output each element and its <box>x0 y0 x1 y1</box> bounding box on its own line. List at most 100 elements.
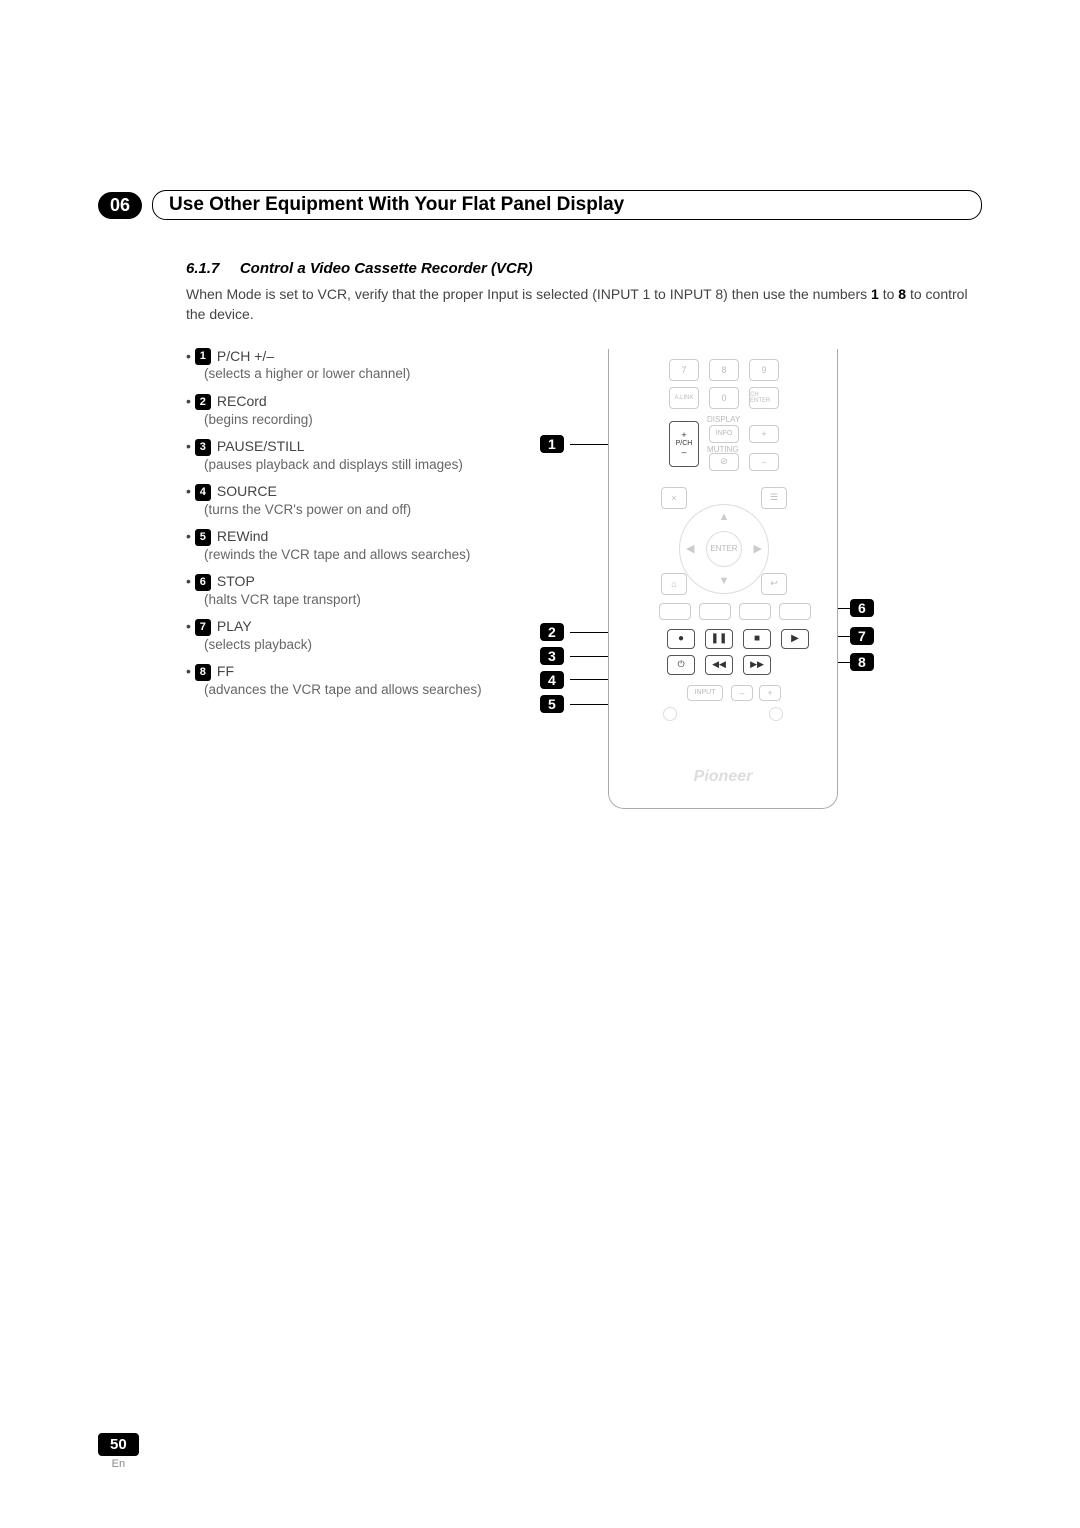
dpad: ▲ ▼ ◀ ▶ ENTER <box>679 504 769 594</box>
section-title: Control a Video Cassette Recorder (VCR) <box>240 260 533 277</box>
source-button: ⏻ <box>667 655 695 675</box>
btn-ch-enter: CH ENTER <box>749 387 779 409</box>
number-badge: 7 <box>195 619 211 636</box>
number-badge: 1 <box>195 348 211 365</box>
mute-button: ⊘ <box>709 453 739 471</box>
callout-7: 7 <box>850 627 874 645</box>
list-item: • 6STOP(halts VCR tape transport) <box>186 572 546 609</box>
item-desc: (rewinds the VCR tape and allows searche… <box>204 546 546 564</box>
remote-body: 7 8 9 A.LINK 0 CH ENTER + P/CH – DISPLAY… <box>608 349 838 809</box>
list-item: • 7PLAY(selects playback) <box>186 617 546 654</box>
language-label: En <box>98 1458 139 1470</box>
list-item: • 1P/CH +/–(selects a higher or lower ch… <box>186 347 546 384</box>
item-desc: (turns the VCR's power on and off) <box>204 501 546 519</box>
list-item: • 3PAUSE/STILL(pauses playback and displ… <box>186 437 546 474</box>
item-desc: (begins recording) <box>204 411 546 429</box>
number-badge: 8 <box>195 664 211 681</box>
stop-button: ■ <box>743 629 771 649</box>
item-name: P/CH +/– <box>217 348 274 364</box>
number-badge: 5 <box>195 529 211 546</box>
left-arrow-icon: ◀ <box>686 542 694 555</box>
manual-page: 06 Use Other Equipment With Your Flat Pa… <box>0 0 1080 1528</box>
callout-1: 1 <box>540 435 564 453</box>
intro-text: to <box>879 286 898 302</box>
remote-diagram: 1 2 3 4 5 6 7 8 7 8 <box>546 347 982 708</box>
list-item: • 2RECord(begins recording) <box>186 392 546 429</box>
chapter-title: Use Other Equipment With Your Flat Panel… <box>152 190 982 220</box>
button-list: • 1P/CH +/–(selects a higher or lower ch… <box>186 347 546 708</box>
minus-icon: – <box>681 447 686 457</box>
callout-8: 8 <box>850 653 874 671</box>
color-c <box>739 603 771 620</box>
tools-button: ☰ <box>761 487 787 509</box>
item-name: PLAY <box>217 618 252 634</box>
item-desc: (advances the VCR tape and allows search… <box>204 681 546 699</box>
intro-text: When Mode is set to VCR, verify that the… <box>186 286 871 302</box>
item-name: FF <box>217 663 234 679</box>
item-desc: (selects playback) <box>204 636 546 654</box>
vol-up: + <box>759 685 781 701</box>
item-name: RECord <box>217 393 267 409</box>
right-arrow-icon: ▶ <box>754 542 762 555</box>
number-badge: 2 <box>195 394 211 411</box>
intro-bold: 1 <box>871 286 879 302</box>
item-desc: (halts VCR tape transport) <box>204 591 546 609</box>
callout-4: 4 <box>540 671 564 689</box>
item-name: REWind <box>217 528 268 544</box>
input-button: INPUT <box>687 685 723 701</box>
item-name: STOP <box>217 573 255 589</box>
callout-3: 3 <box>540 647 564 665</box>
item-name: PAUSE/STILL <box>217 438 305 454</box>
num-8: 8 <box>709 359 739 381</box>
minus-button: – <box>749 453 779 471</box>
section-number: 6.1.7 <box>186 260 219 277</box>
plus-button: + <box>749 425 779 443</box>
pch-button: + P/CH – <box>669 421 699 467</box>
enter-button: ENTER <box>706 531 742 567</box>
section-heading: 6.1.7 Control a Video Cassette Recorder … <box>186 260 982 278</box>
down-arrow-icon: ▼ <box>719 575 730 587</box>
ff-button: ▶▶ <box>743 655 771 675</box>
num-7: 7 <box>669 359 699 381</box>
color-d <box>779 603 811 620</box>
page-number: 50 <box>98 1433 139 1456</box>
exit-button: × <box>661 487 687 509</box>
home-button: ⌂ <box>661 573 687 595</box>
indicator-dot <box>663 707 677 721</box>
num-0: 0 <box>709 387 739 409</box>
display-label: DISPLAY <box>707 415 740 424</box>
page-footer: 50 En <box>98 1433 139 1470</box>
callout-5: 5 <box>540 695 564 713</box>
num-9: 9 <box>749 359 779 381</box>
item-desc: (selects a higher or lower channel) <box>204 365 546 383</box>
intro-bold: 8 <box>898 286 906 302</box>
callout-2: 2 <box>540 623 564 641</box>
number-badge: 3 <box>195 439 211 456</box>
list-item: • 5REWind(rewinds the VCR tape and allow… <box>186 527 546 564</box>
list-item: • 4SOURCE(turns the VCR's power on and o… <box>186 482 546 519</box>
item-name: SOURCE <box>217 483 277 499</box>
vol-down: – <box>731 685 753 701</box>
return-button: ↩ <box>761 573 787 595</box>
intro-paragraph: When Mode is set to VCR, verify that the… <box>186 284 982 325</box>
number-badge: 6 <box>195 574 211 591</box>
callout-6: 6 <box>850 599 874 617</box>
btn-alt: A.LINK <box>669 387 699 409</box>
pch-label: P/CH <box>676 440 693 447</box>
color-a <box>659 603 691 620</box>
indicator-dot <box>769 707 783 721</box>
number-badge: 4 <box>195 484 211 501</box>
list-item: • 8FF(advances the VCR tape and allows s… <box>186 662 546 699</box>
rew-button: ◀◀ <box>705 655 733 675</box>
item-desc: (pauses playback and displays still imag… <box>204 456 546 474</box>
play-button: ▶ <box>781 629 809 649</box>
rec-button: ● <box>667 629 695 649</box>
chapter-number-badge: 06 <box>98 192 142 219</box>
color-b <box>699 603 731 620</box>
brand-logo: Pioneer <box>609 768 837 786</box>
chapter-header: 06 Use Other Equipment With Your Flat Pa… <box>98 190 982 220</box>
content-body: 6.1.7 Control a Video Cassette Recorder … <box>186 260 982 707</box>
plus-icon: + <box>681 430 686 440</box>
info-button: INFO <box>709 425 739 443</box>
up-arrow-icon: ▲ <box>719 511 730 523</box>
